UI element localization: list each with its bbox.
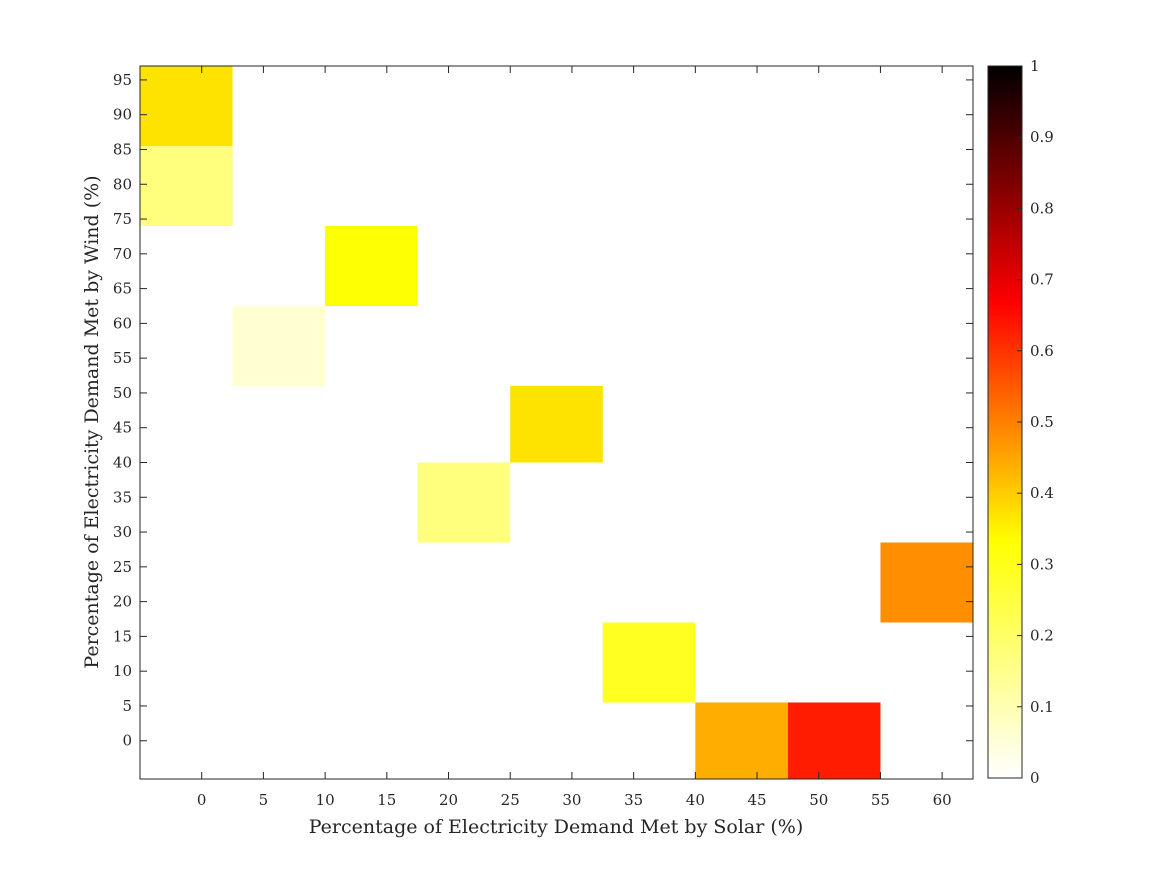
colorbar <box>987 65 1023 779</box>
y-tick-label: 15 <box>113 627 132 645</box>
colorbar-tick-label: 0.4 <box>1030 484 1054 502</box>
colorbar-tick-label: 0 <box>1030 769 1040 787</box>
colorbar-tick-label: 0.1 <box>1030 698 1054 716</box>
y-tick-label: 5 <box>122 697 132 715</box>
y-tick-label: 0 <box>122 732 132 750</box>
heatmap-cell-1 <box>140 145 233 226</box>
y-tick-label: 85 <box>113 140 132 158</box>
y-tick-label: 60 <box>113 314 132 332</box>
heatmap-cell-4 <box>417 462 511 543</box>
x-tick-label: 30 <box>562 791 581 809</box>
y-tick-label: 45 <box>113 419 132 437</box>
y-tick-label: 70 <box>113 245 132 263</box>
y-tick-label: 20 <box>113 593 132 611</box>
y-tick-label: 90 <box>113 106 132 124</box>
heatmap-cell-9 <box>880 542 973 623</box>
x-tick-label: 10 <box>316 791 335 809</box>
y-axis-ticks: 0 5 10 15 20 25 30 35 40 45 50 55 60 65 70 75 80 85 90 95 <box>113 71 973 750</box>
colorbar-tick-label: 0.5 <box>1030 413 1054 431</box>
plot-frame <box>139 65 974 780</box>
colorbar-tick-label: 0.7 <box>1030 271 1054 289</box>
y-tick-label: 65 <box>113 280 132 298</box>
colorbar-tick-label: 0.6 <box>1030 342 1054 360</box>
x-tick-label: 25 <box>501 791 520 809</box>
heatmap-cell-2 <box>232 305 326 386</box>
heatmap-cell-0 <box>140 66 233 146</box>
x-tick-label: 60 <box>933 791 952 809</box>
colorbar-tick-label: 0.8 <box>1030 199 1054 217</box>
x-tick-label: 5 <box>259 791 269 809</box>
y-tick-label: 75 <box>113 210 132 228</box>
heatmap-cell-7 <box>695 702 788 779</box>
x-tick-label: 50 <box>809 791 828 809</box>
heatmap-cells <box>140 66 973 779</box>
colorbar-tick-label: 1 <box>1030 57 1040 75</box>
y-tick-label: 80 <box>113 175 132 193</box>
heatmap-cell-5 <box>510 385 603 463</box>
x-tick-label: 15 <box>377 791 396 809</box>
y-tick-label: 95 <box>113 71 132 89</box>
heatmap-cell-8 <box>787 702 881 779</box>
y-tick-label: 25 <box>113 558 132 576</box>
x-axis-ticks: 0 5 10 15 20 25 30 35 40 45 50 55 60 <box>197 66 952 809</box>
y-tick-label: 50 <box>113 384 132 402</box>
x-tick-label: 0 <box>197 791 207 809</box>
x-tick-label: 20 <box>439 791 458 809</box>
heatmap-cell-3 <box>325 225 418 306</box>
y-tick-label: 30 <box>113 523 132 541</box>
y-tick-label: 40 <box>113 453 132 471</box>
y-tick-label: 35 <box>113 488 132 506</box>
colorbar-tick-label: 0.9 <box>1030 128 1054 146</box>
colorbar-ticks: 0 0.1 0.2 0.3 0.4 0.5 0.6 0.7 0.8 0.9 1 <box>1017 57 1054 787</box>
x-tick-label: 45 <box>747 791 766 809</box>
x-tick-label: 40 <box>686 791 705 809</box>
y-axis-title: Percentage of Electricity Demand Met by … <box>81 175 103 668</box>
heatmap-cell-6 <box>602 622 696 703</box>
x-tick-label: 35 <box>624 791 643 809</box>
y-tick-label: 10 <box>113 662 132 680</box>
colorbar-tick-label: 0.2 <box>1030 627 1054 645</box>
x-tick-label: 55 <box>871 791 890 809</box>
x-axis-title: Percentage of Electricity Demand Met by … <box>309 816 803 838</box>
y-tick-label: 55 <box>113 349 132 367</box>
colorbar-tick-label: 0.3 <box>1030 555 1054 573</box>
